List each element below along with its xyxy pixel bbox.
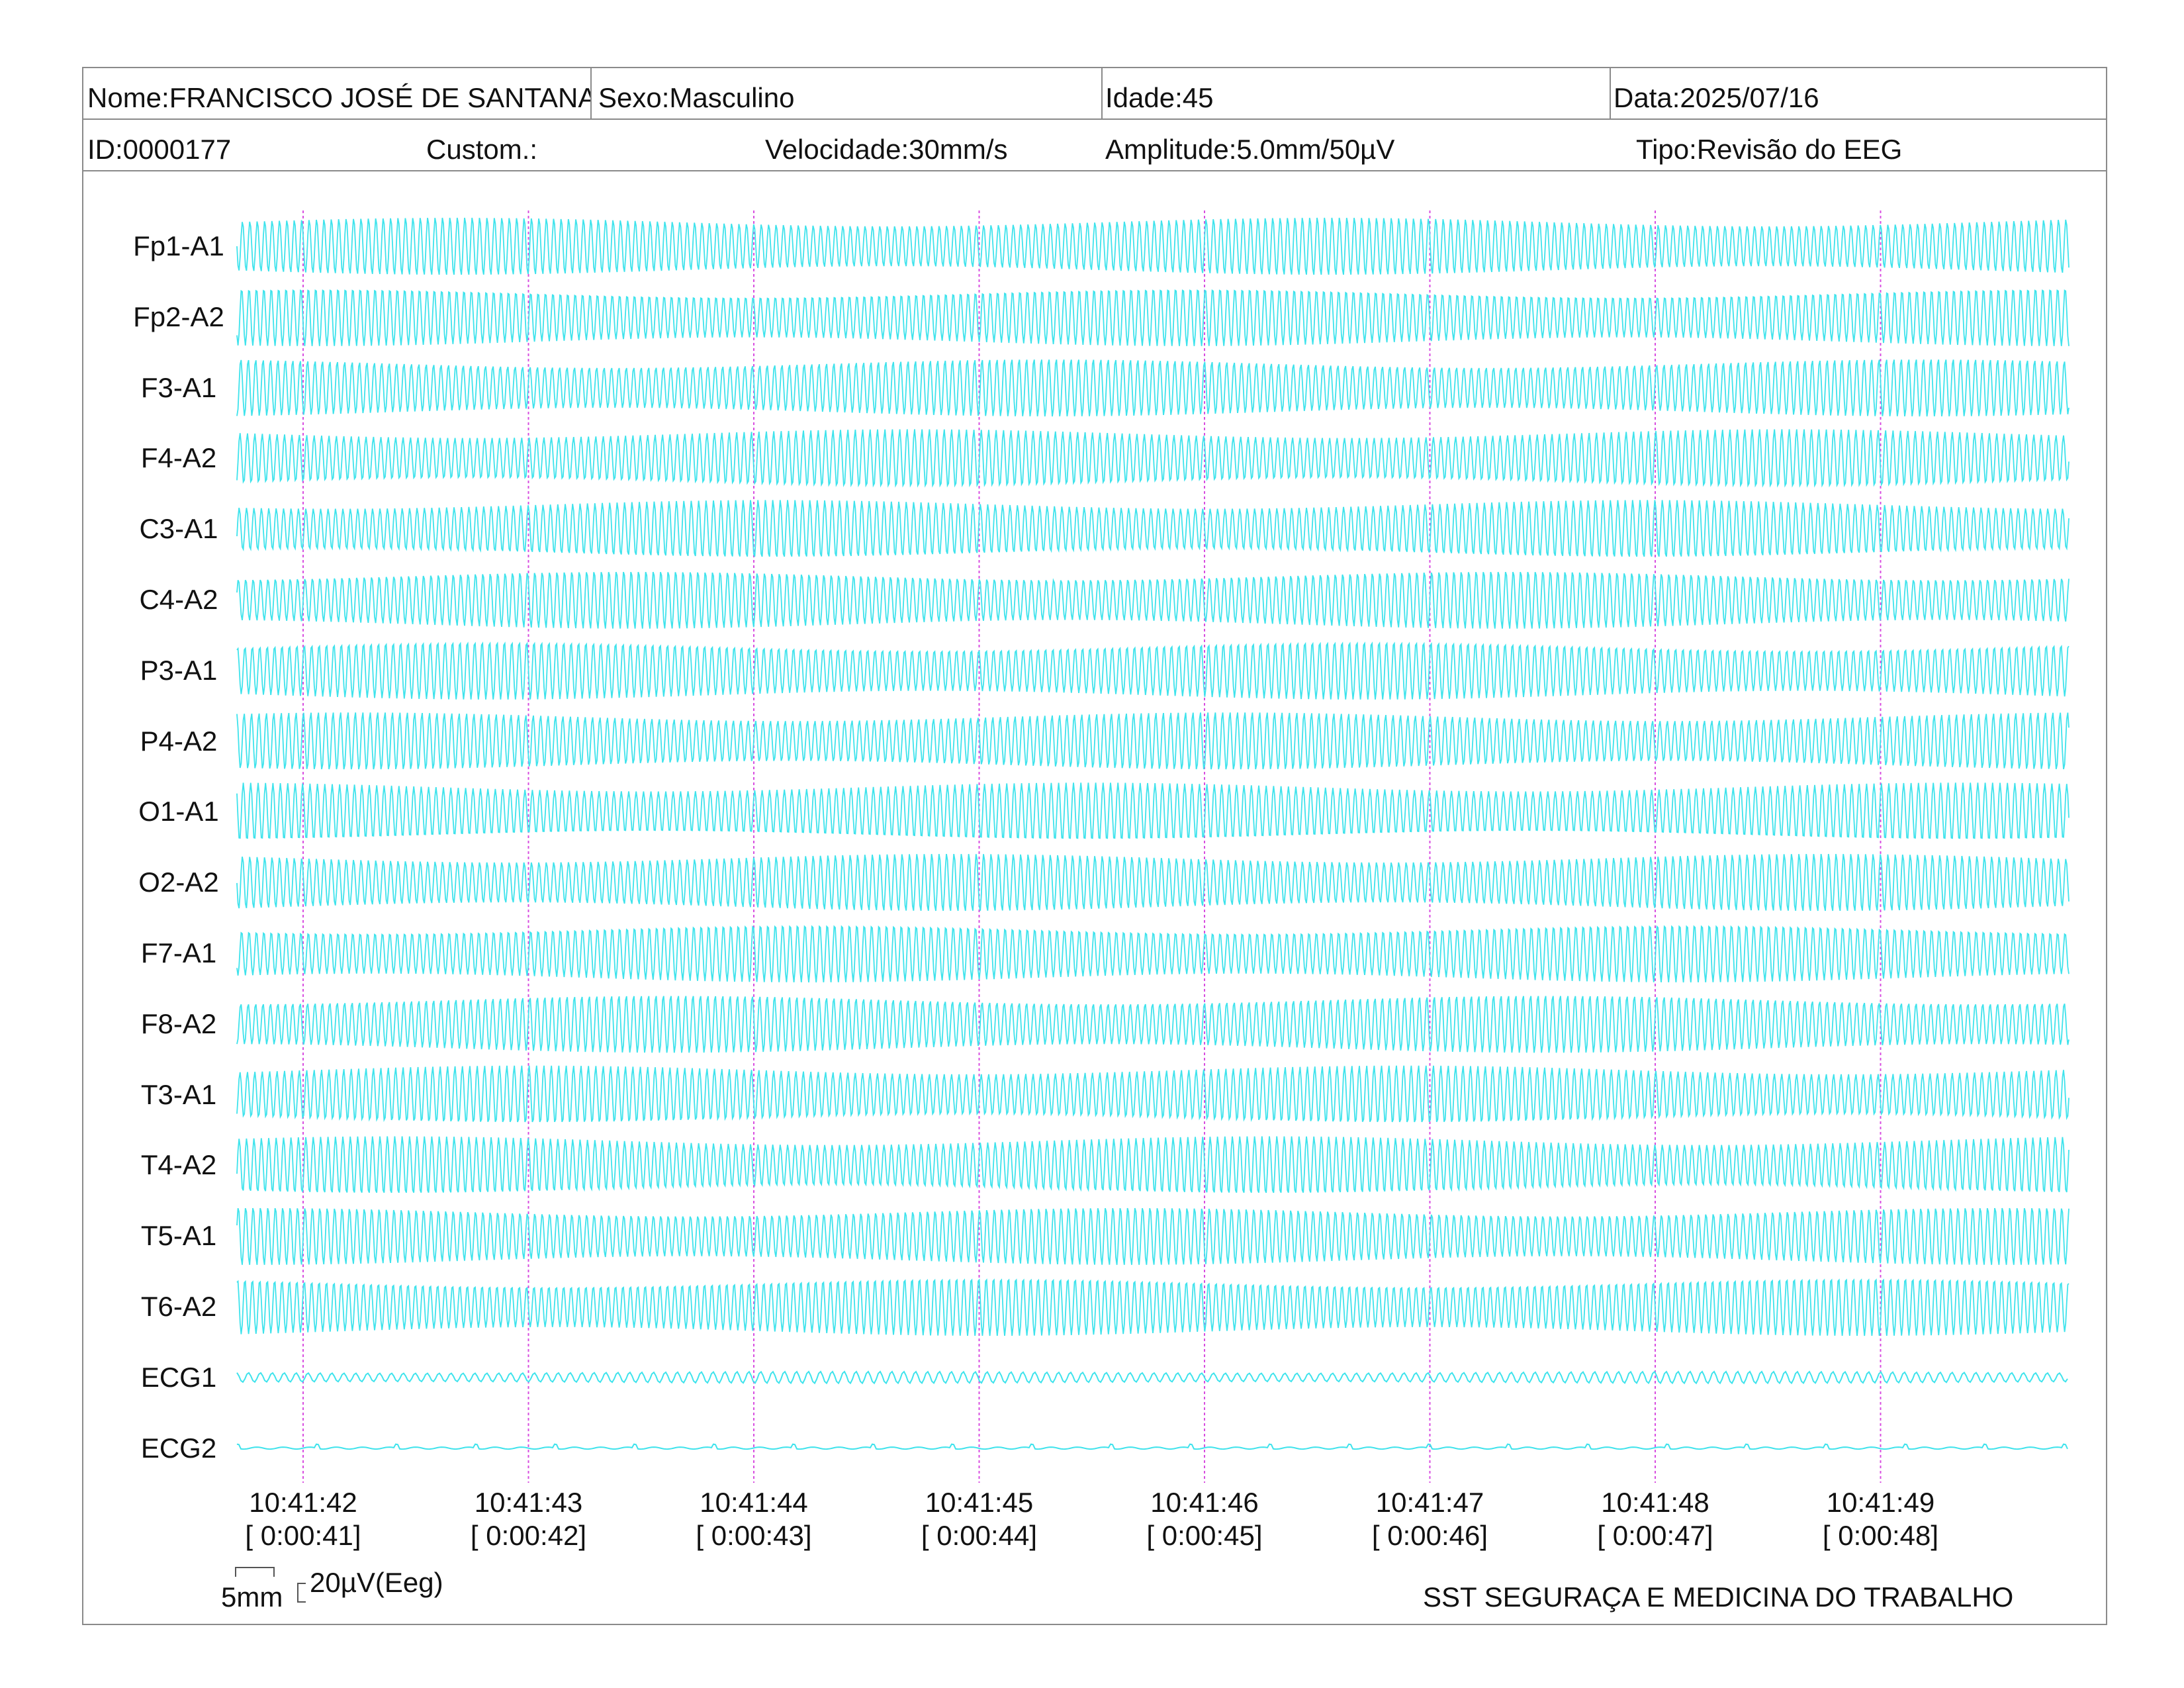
elapsed-time: [ 0:00:43] [696,1520,812,1552]
timestamp-label: 10:41:43[ 0:00:42] [443,1486,615,1553]
timestamp-label: 10:41:49[ 0:00:48] [1795,1486,1967,1553]
report-frame: Nome:FRANCISCO JOSÉ DE SANTANA Sexo:Masc… [82,67,2107,1625]
trace-c4-a2 [236,571,2070,629]
channel-label-t6-a2: T6-A2 [140,1291,217,1322]
time-scale-label: 5mm [221,1581,283,1613]
timestamp-label: 10:41:47[ 0:00:46] [1344,1486,1516,1553]
trace-c3-a1 [236,500,2070,557]
elapsed-time: [ 0:00:48] [1822,1520,1939,1552]
exam-type: Tipo:Revisão do EEG [1636,134,1903,165]
channel-label-p4-a2: P4-A2 [140,725,218,757]
timestamp-label: 10:41:45[ 0:00:44] [893,1486,1066,1553]
timestamp-label: 10:41:42[ 0:00:41] [217,1486,389,1553]
amplitude-scale-label: 20µV(Eeg) [310,1567,443,1598]
clock-time: 10:41:47 [1375,1487,1484,1518]
channel-label-t4-a2: T4-A2 [140,1149,217,1181]
clinic-footer: SST SEGURAÇA E MEDICINA DO TRABALHO [1423,1581,2014,1613]
custom-field: Custom.: [426,134,538,165]
paper-speed: Velocidade:30mm/s [765,134,1008,165]
channel-label-c3-a1: C3-A1 [139,513,218,545]
clock-time: 10:41:45 [925,1487,1034,1518]
eeg-traces [236,217,2070,1450]
clock-time: 10:41:48 [1601,1487,1709,1518]
time-scale-bracket [235,1567,275,1577]
elapsed-time: [ 0:00:41] [245,1520,361,1552]
patient-id: ID:0000177 [87,134,232,165]
channel-label-c4-a2: C4-A2 [139,584,218,615]
channel-label-ecg2: ECG2 [140,1432,217,1464]
patient-name: Nome:FRANCISCO JOSÉ DE SANTANA [87,82,590,113]
header-divider [1101,68,1103,118]
timestamp-label: 10:41:44[ 0:00:43] [668,1486,840,1553]
trace-fp2-a2 [236,289,2070,346]
patient-sex: Sexo:Masculino [598,82,795,113]
trace-t5-a1 [236,1207,2070,1265]
channel-label-f7-a1: F7-A1 [140,937,217,968]
clock-time: 10:41:44 [700,1487,808,1518]
channel-label-t5-a1: T5-A1 [140,1220,217,1252]
channel-label-fp1-a1: Fp1-A1 [133,230,224,261]
channel-label-o1-a1: O1-A1 [138,796,219,827]
channel-label-f4-a2: F4-A2 [140,442,217,474]
patient-age: Idade:45 [1105,82,1214,113]
channel-label-fp2-a2: Fp2-A2 [133,301,224,332]
clock-time: 10:41:43 [474,1487,583,1518]
trace-f8-a2 [236,996,2070,1053]
header-divider [1610,68,1611,118]
channel-label-f8-a2: F8-A2 [140,1008,217,1039]
trace-f4-a2 [236,429,2070,488]
elapsed-time: [ 0:00:46] [1371,1520,1488,1552]
trace-p3-a1 [236,641,2070,700]
trace-t6-a2 [236,1278,2070,1336]
channel-label-t3-a1: T3-A1 [140,1078,217,1110]
timestamp-label: 10:41:48[ 0:00:47] [1569,1486,1741,1553]
header-row-patient: Nome:FRANCISCO JOSÉ DE SANTANA Sexo:Masc… [83,68,2106,120]
trace-f3-a1 [236,359,2070,417]
trace-ecg2 [236,1443,2068,1450]
clock-time: 10:41:49 [1826,1487,1935,1518]
second-markers [302,211,1882,1483]
amplitude-setting: Amplitude:5.0mm/50µV [1105,134,1395,165]
elapsed-time: [ 0:00:47] [1597,1520,1713,1552]
trace-p4-a2 [236,712,2070,770]
channel-label-o2-a2: O2-A2 [138,867,219,898]
clock-time: 10:41:46 [1150,1487,1259,1518]
exam-date: Data:2025/07/16 [1614,82,1819,113]
trace-t4-a2 [236,1136,2070,1194]
channel-label-ecg1: ECG1 [140,1361,217,1393]
channel-label-p3-a1: P3-A1 [140,654,218,686]
trace-fp1-a1 [236,217,2070,275]
trace-t3-a1 [236,1065,2070,1123]
trace-ecg1 [236,1370,2068,1385]
trace-f7-a1 [236,925,2070,983]
scale-bar [235,1567,306,1603]
header-divider [590,68,592,118]
amplitude-scale-bracket [297,1583,306,1603]
header-row-exam: ID:0000177 Custom.: Velocidade:30mm/s Am… [83,120,2106,171]
channel-label-f3-a1: F3-A1 [140,371,217,403]
timestamp-label: 10:41:46[ 0:00:45] [1118,1486,1291,1553]
trace-o1-a1 [236,782,2070,839]
clock-time: 10:41:42 [249,1487,357,1518]
elapsed-time: [ 0:00:42] [470,1520,587,1552]
trace-o2-a2 [236,853,2070,912]
elapsed-time: [ 0:00:44] [921,1520,1038,1552]
elapsed-time: [ 0:00:45] [1146,1520,1263,1552]
